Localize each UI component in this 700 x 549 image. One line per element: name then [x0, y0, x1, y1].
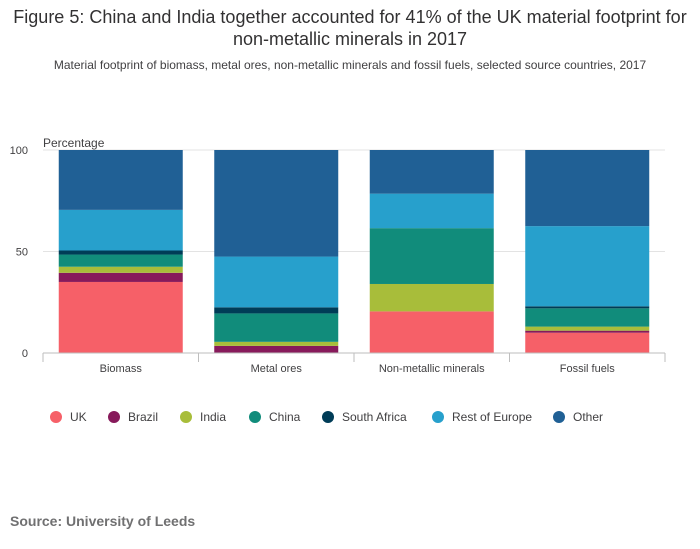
bar-segment-south-africa — [525, 306, 650, 309]
legend-swatch-icon — [322, 411, 334, 423]
legend-label: UK — [70, 410, 87, 424]
x-axis: Biomass Metal ores Non-metallic minerals Fo… — [42, 352, 666, 375]
bar-segment-other — [525, 150, 650, 227]
legend-item-china[interactable]: China — [249, 408, 300, 426]
bar-segment-rest-of-europe — [525, 226, 650, 307]
bar-segment-rest-of-europe — [214, 256, 339, 308]
bar-segment-india — [58, 266, 183, 273]
legend-swatch-icon — [553, 411, 565, 423]
bar-segment-other — [58, 150, 183, 210]
legend-label: Other — [573, 410, 604, 424]
legend-item-south-africa[interactable]: South Africa — [322, 408, 407, 426]
legend-swatch-icon — [180, 411, 192, 423]
bar-segment-other — [214, 150, 339, 257]
y-tick-label: 100 — [10, 145, 28, 157]
x-tick-label: Biomass — [100, 363, 143, 375]
legend-item-brazil[interactable]: Brazil — [108, 408, 158, 426]
bar-segment-china — [58, 254, 183, 267]
bar-segment-india — [525, 326, 650, 331]
bar-segment-rest-of-europe — [369, 193, 494, 229]
x-tick-label: Metal ores — [251, 363, 303, 375]
legend-label: Rest of Europe — [452, 410, 533, 424]
bar-segment-india — [369, 283, 494, 312]
legend-item-india[interactable]: India — [180, 408, 226, 426]
bar-segment-brazil — [525, 330, 650, 333]
bar-segment-china — [369, 228, 494, 284]
bar-segment-uk — [525, 332, 650, 353]
legend-swatch-icon — [249, 411, 261, 423]
bar-segment-india — [214, 341, 339, 346]
bar-segment-uk — [58, 281, 183, 353]
stacked-bar-chart: 0 50 100 Percentage Biomass Metal ores Non-m… — [10, 136, 666, 375]
bar-segment-china — [525, 308, 650, 327]
bar-segment-other — [369, 150, 494, 194]
y-tick-label: 0 — [22, 348, 28, 360]
y-axis-ticks: 0 50 100 — [10, 145, 28, 360]
legend-swatch-icon — [50, 411, 62, 423]
x-tick-label: Non-metallic minerals — [379, 363, 485, 375]
y-tick-label: 50 — [16, 247, 28, 259]
bar-segment-uk — [369, 311, 494, 353]
y-axis-label: Percentage — [43, 136, 105, 150]
source-note: Source: University of Leeds — [10, 513, 196, 529]
bar-segment-south-africa — [214, 307, 339, 314]
legend-label: Brazil — [128, 410, 159, 424]
bar-segment-china — [214, 313, 339, 342]
legend-swatch-icon — [432, 411, 444, 423]
x-tick-label: Fossil fuels — [560, 363, 616, 375]
bar-segment-brazil — [58, 272, 183, 282]
bars — [58, 150, 650, 353]
legend-item-rest-of-europe[interactable]: Rest of Europe — [432, 408, 532, 426]
legend-label: India — [200, 410, 227, 424]
bar-segment-brazil — [214, 345, 339, 353]
bar-segment-rest-of-europe — [58, 209, 183, 251]
legend-item-other[interactable]: Other — [553, 408, 603, 426]
legend: UK Brazil India China South Africa Rest of Eu… — [0, 408, 700, 426]
chart-subtitle: Material footprint of biomass, metal ore… — [53, 58, 647, 72]
legend-label: South Africa — [342, 410, 407, 424]
legend-item-uk[interactable]: UK — [50, 408, 87, 426]
bar-segment-south-africa — [58, 250, 183, 255]
legend-label: China — [269, 410, 301, 424]
legend-swatch-icon — [108, 411, 120, 423]
chart-title: Figure 5: China and India together accou… — [13, 7, 687, 49]
